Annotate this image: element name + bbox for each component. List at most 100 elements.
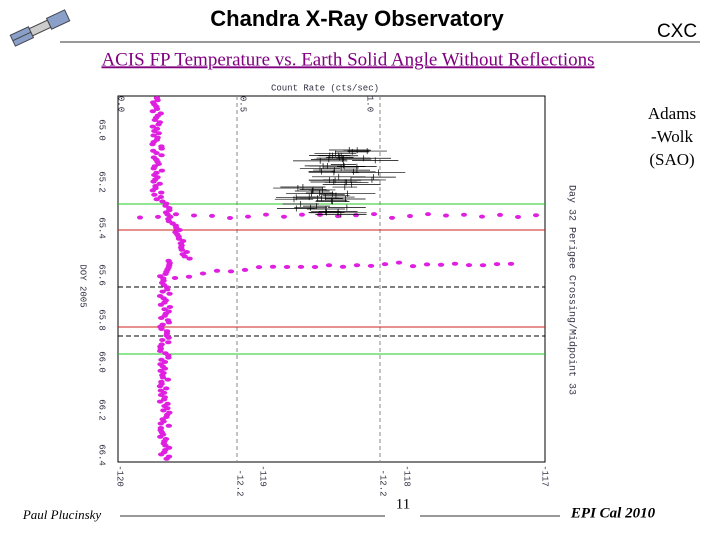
decor-dot xyxy=(159,338,166,342)
bottom-tick-label: -119 xyxy=(258,465,268,487)
decor-dot xyxy=(181,254,188,259)
decor-dot xyxy=(461,212,467,217)
decor-dot xyxy=(339,264,347,269)
left-axis-label: DOY 2005 xyxy=(78,264,88,307)
decor-dot xyxy=(149,188,156,193)
decor-dot xyxy=(533,213,539,218)
decor-dot xyxy=(213,268,221,273)
decor-dot xyxy=(153,107,161,111)
decor-dot xyxy=(157,349,164,353)
decor-dot xyxy=(245,214,251,219)
page-number: 11 xyxy=(396,496,410,512)
logo-text: CXC xyxy=(657,21,697,42)
decor-dot xyxy=(199,271,207,276)
left-tick-label: 66.4 xyxy=(97,444,107,466)
decor-dot xyxy=(173,212,179,217)
side-note: Adams xyxy=(648,104,696,123)
decor-dot xyxy=(158,146,165,151)
decor-dot xyxy=(158,153,165,158)
decor-dot xyxy=(153,151,160,155)
decor-dot xyxy=(150,166,157,171)
decor-dot xyxy=(157,302,165,307)
decor-dot xyxy=(297,264,305,269)
decor-dot xyxy=(153,197,160,202)
decor-dot xyxy=(158,168,166,173)
decor-dot xyxy=(283,264,291,269)
side-note: (SAO) xyxy=(649,150,694,169)
decor-dot xyxy=(443,213,449,218)
decor-dot xyxy=(155,122,162,127)
decor-dot xyxy=(166,305,174,309)
left-tick-label: 66.2 xyxy=(97,399,107,421)
decor-dot xyxy=(159,289,166,294)
bottom-tick-label: -117 xyxy=(540,465,550,487)
decor-dot xyxy=(425,212,431,217)
decor-dot xyxy=(160,408,167,413)
decor-dot xyxy=(465,263,473,268)
decor-dot xyxy=(451,261,459,266)
decor-dot xyxy=(159,375,167,380)
decor-dot xyxy=(165,340,172,345)
decor-dot xyxy=(515,214,521,219)
decor-dot xyxy=(161,360,169,364)
title: Chandra X-Ray Observatory xyxy=(210,6,504,31)
top-tick-label: 0.0 xyxy=(116,96,126,112)
subtitle: ACIS FP Temperature vs. Earth Solid Angl… xyxy=(101,49,594,70)
top-tick-label: 1.0 xyxy=(365,96,375,112)
left-tick-label: 65.6 xyxy=(97,264,107,286)
decor-dot xyxy=(163,456,170,461)
decor-dot xyxy=(161,366,169,371)
decor-dot xyxy=(166,291,173,296)
decor-dot xyxy=(163,386,170,391)
bottom-sub-tick-label: -12.2 xyxy=(378,469,388,496)
decor-dot xyxy=(156,384,164,389)
decor-dot xyxy=(311,265,319,270)
decor-dot xyxy=(191,213,197,218)
decor-dot xyxy=(186,256,193,261)
decor-dot xyxy=(479,263,487,268)
decor-dot xyxy=(158,452,165,457)
bottom-tick-label: -120 xyxy=(115,465,125,487)
decor-dot xyxy=(155,214,161,219)
decor-dot xyxy=(137,215,143,220)
figure: Count Rate (cts/sec) DOY 2005 Day 32 Per… xyxy=(78,83,578,496)
decor-dot xyxy=(209,213,215,218)
decor-dot xyxy=(162,272,169,276)
footer-event: EPI Cal 2010 xyxy=(570,505,656,521)
bottom-sub-tick-label: -12.2 xyxy=(235,469,245,496)
decor-dot xyxy=(227,269,235,274)
decor-dot xyxy=(407,214,413,219)
decor-dot xyxy=(165,320,173,325)
decor-dot xyxy=(409,264,417,269)
decor-dot xyxy=(493,262,501,267)
decor-dot xyxy=(507,261,515,266)
right-label: Day 32 Perigee Crossing/Midpoint 33 xyxy=(565,185,577,395)
decor-dot xyxy=(164,377,172,382)
decor-dot xyxy=(178,247,186,252)
top-axis-label: Count Rate (cts/sec) xyxy=(271,83,379,93)
decor-dot xyxy=(367,263,375,268)
decor-dot xyxy=(158,327,165,331)
decor-dot xyxy=(165,355,172,360)
decor-dot xyxy=(353,263,361,268)
side-note: -Wolk xyxy=(651,127,694,146)
decor-dot xyxy=(423,262,431,267)
decor-dot xyxy=(149,124,156,129)
decor-dot xyxy=(171,275,179,280)
decor-dot xyxy=(156,181,163,186)
decor-dot xyxy=(164,287,171,292)
decor-dot xyxy=(154,98,161,103)
decor-dot xyxy=(158,190,165,195)
decor-dot xyxy=(325,263,333,268)
decor-dot xyxy=(150,179,157,184)
decor-dot xyxy=(165,423,173,428)
satellite-icon xyxy=(9,9,71,47)
decor-dot xyxy=(497,212,503,217)
left-tick-label: 66.0 xyxy=(97,351,107,373)
left-tick-label: 65.8 xyxy=(97,309,107,331)
decor-dot xyxy=(227,215,233,220)
decor-dot xyxy=(371,212,377,217)
decor-dot xyxy=(335,214,341,219)
